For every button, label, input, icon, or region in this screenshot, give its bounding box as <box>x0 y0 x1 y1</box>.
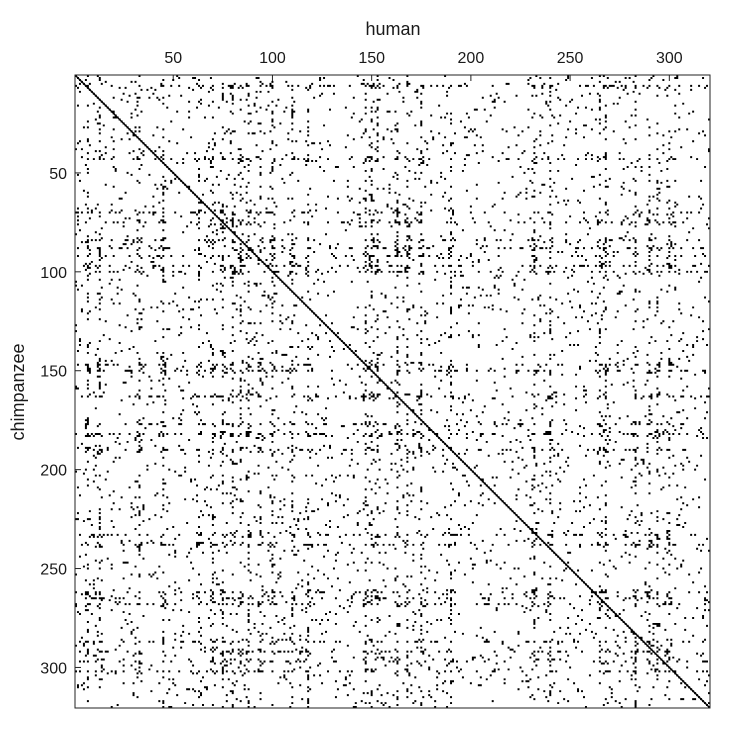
x-axis-ticks: 50 100 150 200 250 300 <box>164 50 683 81</box>
dot-matrix <box>75 75 710 708</box>
y-tick-label: 100 <box>40 265 67 282</box>
x-tick-label: 150 <box>358 50 385 67</box>
y-tick-label: 250 <box>40 562 67 579</box>
y-axis-label: chimpanzee <box>8 343 28 440</box>
x-tick-label: 300 <box>656 50 683 67</box>
y-tick-label: 300 <box>40 660 67 677</box>
x-tick-label: 50 <box>164 50 182 67</box>
x-tick-label: 250 <box>557 50 584 67</box>
y-tick-label: 200 <box>40 463 67 480</box>
x-tick-label: 100 <box>259 50 286 67</box>
x-tick-label: 200 <box>458 50 485 67</box>
x-axis-label: human <box>365 19 420 39</box>
y-tick-label: 50 <box>49 166 67 183</box>
y-tick-label: 150 <box>40 364 67 381</box>
y-axis-ticks: 50 100 150 200 250 300 <box>40 166 81 677</box>
plot-frame <box>74 74 711 709</box>
identity-diagonal <box>75 75 710 708</box>
